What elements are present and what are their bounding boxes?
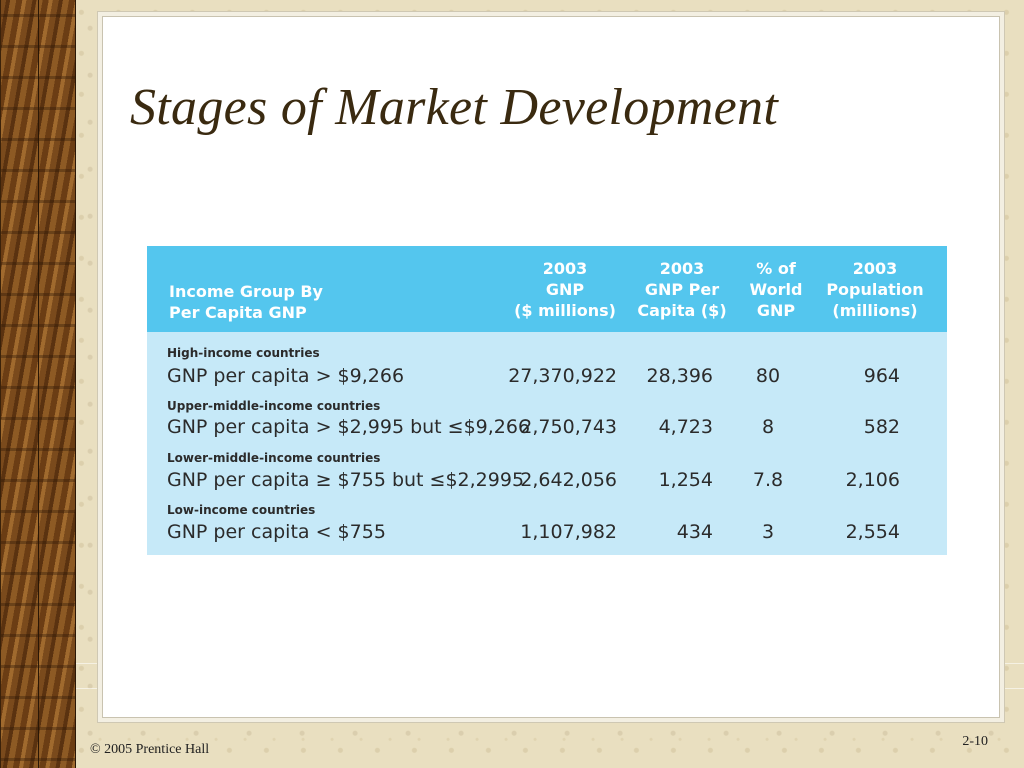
row-per-capita: 434 [676, 521, 713, 543]
header-line: Capita ($) [637, 301, 727, 320]
header-line: (millions) [832, 301, 918, 320]
row-per-capita: 1,254 [658, 469, 713, 491]
row-population: 2,106 [845, 469, 900, 491]
row-gnp: 2,642,056 [520, 469, 617, 491]
header-line: ($ millions) [514, 301, 616, 320]
slide-title: Stages of Market Development [130, 79, 779, 136]
header-population: 2003 Population (millions) [813, 258, 937, 321]
row-criterion: GNP per capita > $9,266 [167, 365, 405, 387]
row-criterion: GNP per capita > $2,995 but ≤$9,266 [167, 416, 531, 438]
header-line: 2003 [852, 259, 898, 278]
row-population: 964 [863, 365, 900, 387]
header-line: GNP [545, 280, 585, 299]
header-line: 2003 [659, 259, 705, 278]
header-gnp: 2003 GNP ($ millions) [503, 258, 627, 321]
row-population: 582 [863, 416, 900, 438]
income-group-table: Income Group By Per Capita GNP 2003 GNP … [147, 246, 947, 555]
table-header: Income Group By Per Capita GNP 2003 GNP … [147, 246, 947, 332]
row-world-pct: 7.8 [752, 469, 784, 491]
slide-number: 2-10 [962, 734, 988, 749]
row-gnp: 2,750,743 [520, 416, 617, 438]
row-population: 2,554 [845, 521, 900, 543]
header-line: GNP [756, 301, 796, 320]
row-group-label: Low-income countries [167, 503, 316, 517]
row-world-pct: 80 [755, 365, 781, 387]
header-line: % of [756, 259, 796, 278]
row-group-label: Upper-middle-income countries [167, 399, 381, 413]
header-line: GNP Per [644, 280, 720, 299]
decorative-wood-border [0, 0, 76, 768]
row-world-pct: 8 [761, 416, 775, 438]
header-line: World [749, 280, 803, 299]
row-per-capita: 28,396 [646, 365, 713, 387]
row-gnp: 1,107,982 [520, 521, 617, 543]
row-criterion: GNP per capita ≥ $755 but ≤$2,2995 [167, 469, 525, 491]
header-line: Per Capita GNP [169, 303, 307, 322]
row-criterion: GNP per capita < $755 [167, 521, 386, 543]
header-income-group: Income Group By Per Capita GNP [169, 281, 323, 323]
row-group-label: Lower-middle-income countries [167, 451, 381, 465]
header-line: Population [826, 280, 924, 299]
row-world-pct: 3 [761, 521, 775, 543]
row-group-label: High-income countries [167, 346, 320, 360]
row-per-capita: 4,723 [658, 416, 713, 438]
row-gnp: 27,370,922 [508, 365, 617, 387]
header-world-gnp-pct: % of World GNP [739, 258, 813, 321]
header-gnp-per-capita: 2003 GNP Per Capita ($) [627, 258, 737, 321]
header-line: Income Group By [169, 282, 323, 301]
header-line: 2003 [542, 259, 588, 278]
copyright-footer: © 2005 Prentice Hall [90, 742, 210, 757]
